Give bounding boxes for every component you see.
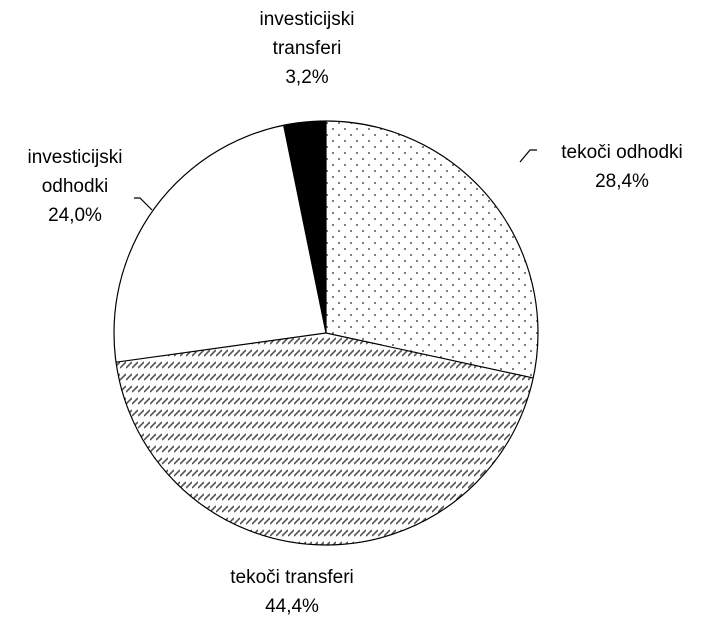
category-label: tekoči transferi bbox=[230, 567, 354, 588]
slice-border bbox=[325, 332, 534, 379]
category-label: investicijski odhodki bbox=[27, 147, 123, 197]
category-label: tekoči odhodki bbox=[561, 142, 683, 163]
pie-slice-pattern bbox=[116, 333, 534, 545]
category-label: investicijski transferi bbox=[259, 9, 355, 59]
value-label: 3,2% bbox=[285, 67, 329, 88]
leader-line bbox=[519, 149, 537, 163]
pie-slice bbox=[114, 125, 326, 363]
pie-outline bbox=[113, 120, 539, 546]
slice-border bbox=[283, 125, 327, 334]
slice-border bbox=[115, 332, 327, 363]
pie-slice-pattern bbox=[326, 121, 538, 378]
value-label: 24,0% bbox=[48, 205, 102, 226]
value-label: 28,4% bbox=[595, 171, 649, 192]
value-label: 44,4% bbox=[265, 596, 319, 617]
leader-line bbox=[134, 197, 153, 211]
